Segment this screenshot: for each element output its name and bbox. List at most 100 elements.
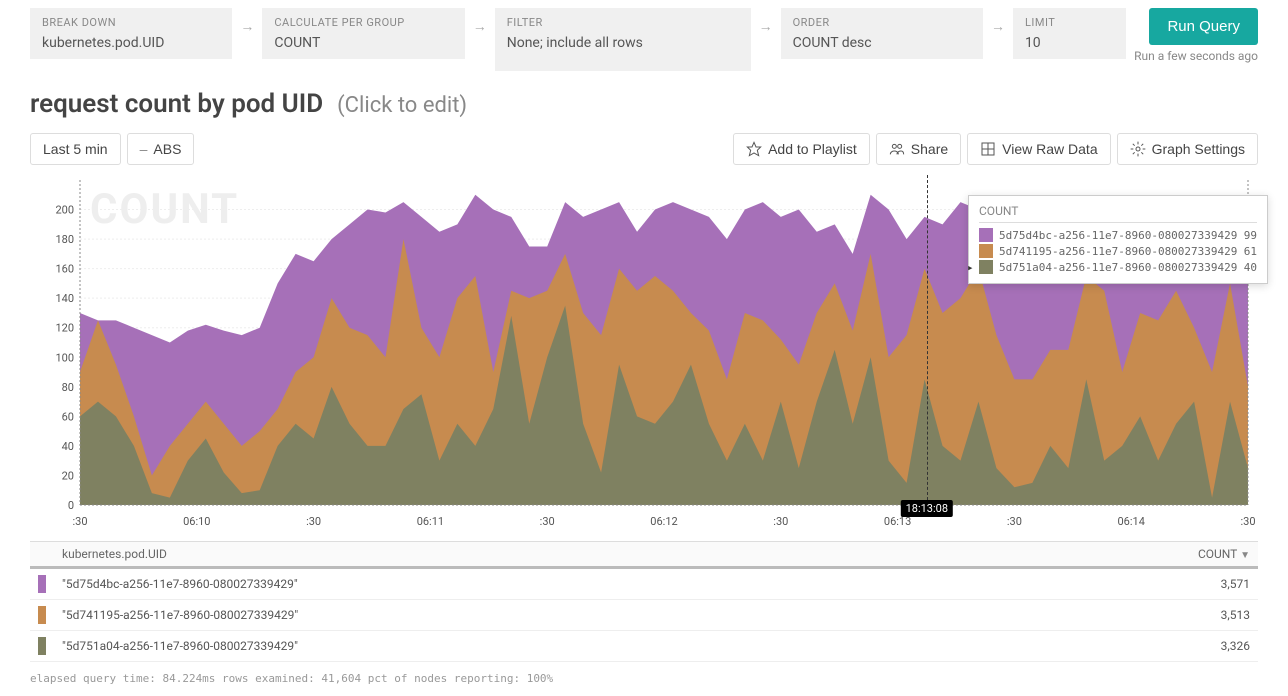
filter-label: FILTER xyxy=(507,16,739,29)
order-label: ORDER xyxy=(793,16,971,29)
row-id: "5d75d4bc-a256-11e7-8960-080027339429" xyxy=(54,568,1002,600)
row-id: "5d751a04-a256-11e7-8960-080027339429" xyxy=(54,631,1002,662)
swatch-header xyxy=(30,542,54,568)
svg-text:120: 120 xyxy=(55,322,74,335)
col-pod-uid[interactable]: kubernetes.pod.UID xyxy=(54,542,1002,568)
col-count[interactable]: COUNT ▼ xyxy=(1002,542,1258,568)
share-label: Share xyxy=(911,141,948,157)
svg-text:180: 180 xyxy=(55,233,74,246)
row-count: 3,571 xyxy=(1002,568,1258,600)
svg-text:200: 200 xyxy=(55,204,74,217)
tooltip-series-id: 5d741195-a256-11e7-8960-080027339429 xyxy=(999,245,1237,258)
page-title[interactable]: request count by pod UID xyxy=(30,89,323,119)
limit-label: LIMIT xyxy=(1025,16,1114,29)
col-count-label: COUNT xyxy=(1198,547,1237,561)
run-query-button[interactable]: Run Query xyxy=(1149,8,1258,45)
filter-cell[interactable]: FILTER None; include all rows xyxy=(495,8,751,71)
time-range-button[interactable]: Last 5 min xyxy=(30,133,121,165)
line-icon: – xyxy=(140,141,148,157)
row-swatch xyxy=(30,568,54,600)
tooltip-title: COUNT xyxy=(979,204,1257,223)
arrow-icon: → xyxy=(240,18,254,35)
add-playlist-button[interactable]: Add to Playlist xyxy=(733,133,870,165)
results-table-wrap: kubernetes.pod.UID COUNT ▼ "5d75d4bc-a25… xyxy=(30,541,1258,662)
chart[interactable]: COUNT 0 20 40 60 80 100 120 140 160 180 200 :30 06:1… xyxy=(30,175,1258,535)
row-count: 3,326 xyxy=(1002,631,1258,662)
sort-desc-icon: ▼ xyxy=(1240,550,1250,561)
star-icon xyxy=(746,141,762,157)
calculate-label: CALCULATE PER GROUP xyxy=(274,16,452,29)
swatch-icon xyxy=(979,228,993,242)
order-cell[interactable]: ORDER COUNT desc xyxy=(781,8,983,59)
breakdown-label: BREAK DOWN xyxy=(42,16,220,29)
svg-text:06:10: 06:10 xyxy=(183,515,210,528)
swatch-icon xyxy=(979,244,993,258)
title-row: request count by pod UID (Click to edit) xyxy=(0,71,1288,119)
filter-value: None; include all rows xyxy=(507,35,739,51)
table-row[interactable]: "5d741195-a256-11e7-8960-080027339429"3,… xyxy=(30,600,1258,631)
query-stats: elapsed query time: 84.224ms rows examin… xyxy=(0,662,1288,695)
limit-value: 10 xyxy=(1025,35,1114,51)
row-count: 3,513 xyxy=(1002,600,1258,631)
table-row[interactable]: "5d751a04-a256-11e7-8960-080027339429"3,… xyxy=(30,631,1258,662)
breakdown-cell[interactable]: BREAK DOWN kubernetes.pod.UID xyxy=(30,8,232,59)
arrow-icon: → xyxy=(991,18,1005,35)
table-row[interactable]: "5d75d4bc-a256-11e7-8960-080027339429"3,… xyxy=(30,568,1258,600)
svg-text:06:12: 06:12 xyxy=(650,515,677,528)
tooltip-value: 61 xyxy=(1244,245,1257,258)
hover-line xyxy=(927,175,928,505)
order-value: COUNT desc xyxy=(793,35,971,51)
svg-text::30: :30 xyxy=(773,515,788,528)
svg-text:06:14: 06:14 xyxy=(1117,515,1144,528)
run-status: Run a few seconds ago xyxy=(1134,49,1258,63)
calculate-value: COUNT xyxy=(274,35,452,51)
tooltip: COUNT 5d75d4bc-a256-11e7-8960-0800273394… xyxy=(968,195,1268,284)
settings-label: Graph Settings xyxy=(1152,141,1245,157)
toolbar: Last 5 min – ABS Add to Playlist Share V… xyxy=(0,119,1288,175)
svg-text:0: 0 xyxy=(68,499,74,512)
graph-settings-button[interactable]: Graph Settings xyxy=(1117,133,1258,165)
svg-text::30: :30 xyxy=(306,515,321,528)
svg-text::30: :30 xyxy=(72,515,87,528)
svg-text::30: :30 xyxy=(1240,515,1255,528)
share-button[interactable]: Share xyxy=(876,133,961,165)
arrow-icon: → xyxy=(473,18,487,35)
abs-button[interactable]: – ABS xyxy=(127,133,195,165)
abs-label: ABS xyxy=(153,141,181,157)
query-builder: BREAK DOWN kubernetes.pod.UID → CALCULAT… xyxy=(0,0,1288,71)
grid-icon xyxy=(980,141,996,157)
swatch-icon xyxy=(979,260,993,274)
gear-icon xyxy=(1130,141,1146,157)
row-swatch xyxy=(30,631,54,662)
hover-label: 18:13:08 xyxy=(901,500,953,517)
limit-cell[interactable]: LIMIT 10 xyxy=(1013,8,1126,59)
tooltip-row: 5d741195-a256-11e7-8960-080027339429 61 xyxy=(979,243,1257,259)
row-swatch xyxy=(30,600,54,631)
tooltip-row: 5d751a04-a256-11e7-8960-080027339429 40 xyxy=(979,259,1257,275)
svg-text:40: 40 xyxy=(62,440,74,453)
row-id: "5d741195-a256-11e7-8960-080027339429" xyxy=(54,600,1002,631)
svg-text:140: 140 xyxy=(55,292,74,305)
raw-label: View Raw Data xyxy=(1002,141,1097,157)
tooltip-series-id: 5d75d4bc-a256-11e7-8960-080027339429 xyxy=(999,229,1237,242)
svg-text:20: 20 xyxy=(62,469,74,482)
people-icon xyxy=(889,141,905,157)
tooltip-row: 5d75d4bc-a256-11e7-8960-080027339429 99 xyxy=(979,227,1257,243)
arrow-icon: → xyxy=(759,18,773,35)
tooltip-value: 40 xyxy=(1244,261,1257,274)
svg-text:80: 80 xyxy=(62,381,74,394)
breakdown-value: kubernetes.pod.UID xyxy=(42,35,220,51)
svg-text::30: :30 xyxy=(1007,515,1022,528)
results-table: kubernetes.pod.UID COUNT ▼ "5d75d4bc-a25… xyxy=(30,542,1258,662)
svg-text:100: 100 xyxy=(55,351,74,364)
svg-text:06:11: 06:11 xyxy=(417,515,444,528)
tooltip-value: 99 xyxy=(1244,229,1257,242)
svg-text::30: :30 xyxy=(540,515,555,528)
title-hint: (Click to edit) xyxy=(337,93,467,118)
svg-text:160: 160 xyxy=(55,263,74,276)
tooltip-series-id: 5d751a04-a256-11e7-8960-080027339429 xyxy=(999,261,1237,274)
calculate-cell[interactable]: CALCULATE PER GROUP COUNT xyxy=(262,8,464,59)
svg-text:60: 60 xyxy=(62,410,74,423)
raw-data-button[interactable]: View Raw Data xyxy=(967,133,1110,165)
playlist-label: Add to Playlist xyxy=(768,141,857,157)
